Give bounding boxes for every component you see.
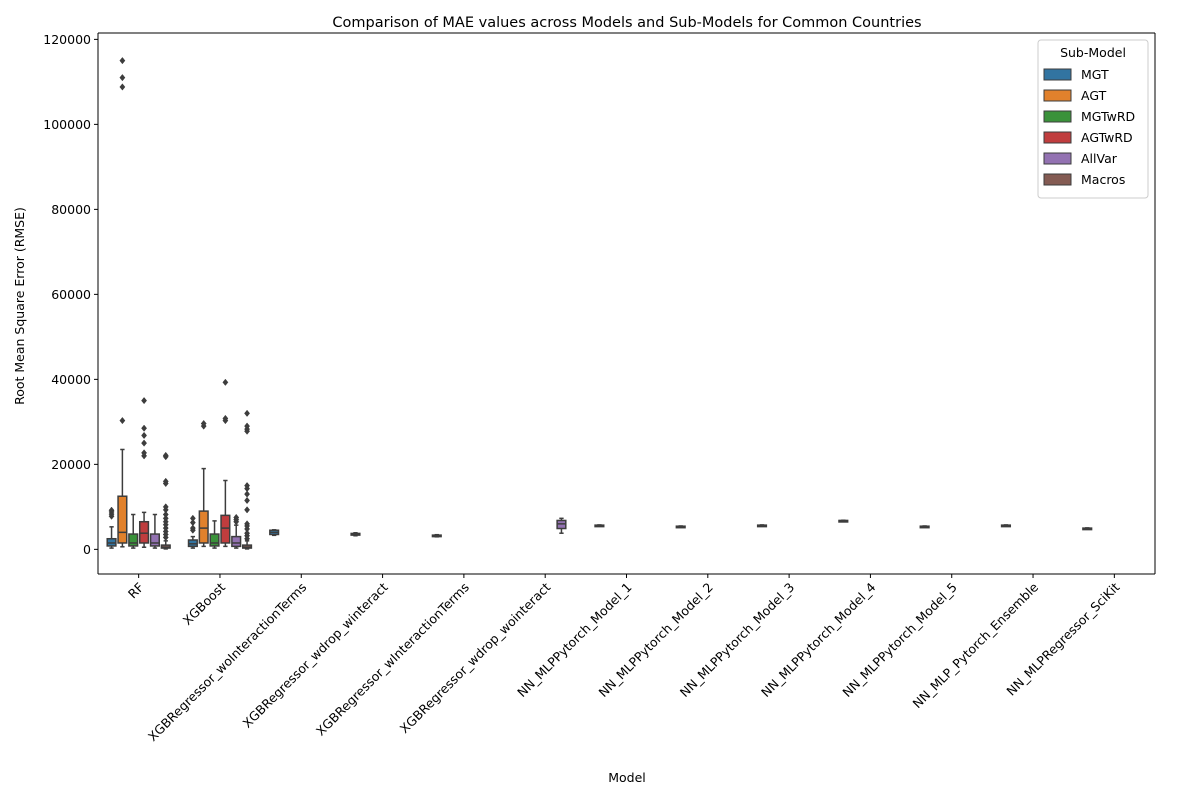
outlier-point [189,524,196,532]
x-axis-label: Model [608,770,646,785]
box-macros [160,451,171,550]
y-tick-label: 80000 [51,202,91,217]
legend-swatch-mgtwrd [1043,110,1072,123]
outlier-point [141,431,147,440]
outlier-point [233,513,240,522]
box-body [198,510,209,544]
x-tick-label: XGBRegressor_wdrop_winteract [239,579,390,730]
legend-label-macros: Macros [1081,172,1125,187]
x-tick-label: XGBRegressor_wdrop_wointeract [397,579,554,736]
outlier-point [162,510,169,519]
legend-swatch-mgt [1043,68,1072,81]
outlier-point [162,503,169,511]
box-macros [241,409,253,550]
box-mgt [187,514,198,549]
outlier-point [162,514,169,522]
box-body [209,533,220,547]
box-mgt [269,529,280,537]
box-body [138,520,150,544]
box-mgt [919,525,930,529]
box-allvar [231,513,242,549]
box-mgt [675,525,686,529]
x-tick-label: RF [125,580,147,602]
box-mgt [594,524,605,528]
y-axis-label: Root Mean Square Error (RMSE) [12,207,27,405]
outlier-point [222,378,229,386]
outlier-point [200,419,207,428]
legend-label-agt: AGT [1081,88,1107,103]
box-mgt [431,533,442,538]
legend-swatch-agt [1043,89,1072,102]
y-tick-label: 100000 [43,117,91,132]
legend-label-mgtwrd: MGTwRD [1081,109,1135,124]
outlier-point [119,57,126,65]
outlier-point [244,409,250,417]
outlier-point [244,529,250,537]
box-body [220,514,231,544]
outlier-point [119,416,126,425]
box-agtwrd [220,378,231,548]
x-tick-label: XGBRegressor_wInteractionTerms [313,580,472,739]
outlier-point [162,451,169,460]
box-mgt [838,519,849,523]
legend-label-agtwrd: AGTwRD [1081,130,1133,145]
box-mgt [756,524,768,528]
x-tick-label: XGBRegressor_woInteractionTerms [145,580,310,745]
y-tick-label: 20000 [51,457,91,472]
outlier-point [189,514,196,522]
outlier-point [244,506,250,514]
legend-swatch-allvar [1043,152,1072,165]
outlier-point [119,83,126,91]
box-agtwrd [138,397,150,548]
legend-swatch-agtwrd [1043,131,1072,144]
box-mgt [1000,524,1012,528]
box-body [128,533,139,547]
outlier-point [244,490,250,498]
box-mgt [350,532,361,537]
y-tick-label: 40000 [51,372,91,387]
box-body [231,535,242,548]
legend: Sub-Model MGT AGT MGTwRD AGTwRD AllVar Macros [1037,39,1149,199]
outlier-point [189,518,196,527]
box-mgtwrd [209,520,220,549]
box-mgt [1082,527,1093,531]
outlier-point [141,397,147,405]
outlier-point [244,422,250,430]
box-allvar [149,513,161,549]
outlier-point [162,477,169,485]
outlier-point [141,449,147,457]
legend-title: Sub-Model [1060,45,1126,60]
box-allvar [556,517,567,534]
legend-swatch-macros [1043,173,1072,186]
y-tick-label: 120000 [43,32,91,47]
box-body [149,533,161,547]
outlier-point [244,482,250,490]
legend-label-allvar: AllVar [1081,151,1118,166]
x-tick-label: XGBoost [180,579,229,628]
outlier-point [244,520,250,528]
legend-label-mgt: MGT [1081,67,1109,82]
box-mgtwrd [128,513,139,549]
chart-title: Comparison of MAE values across Models a… [332,15,921,31]
outlier-point [119,74,126,82]
outlier-point [108,506,115,514]
box-agt [198,419,209,548]
y-tick-label: 0 [83,542,91,557]
outlier-point [244,496,250,505]
box-agt [117,57,128,548]
outlier-point [141,424,147,432]
box-body [117,495,128,544]
y-tick-label: 60000 [51,287,91,302]
outlier-point [141,439,147,447]
box-mgt [106,506,117,549]
outlier-point [222,414,229,423]
plot-area: 0 20000 40000 60000 80000 100000 120000 RF XGBoo… [43,32,1156,745]
